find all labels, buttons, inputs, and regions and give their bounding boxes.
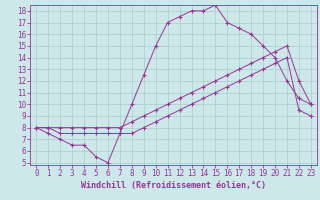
X-axis label: Windchill (Refroidissement éolien,°C): Windchill (Refroidissement éolien,°C) — [81, 181, 266, 190]
